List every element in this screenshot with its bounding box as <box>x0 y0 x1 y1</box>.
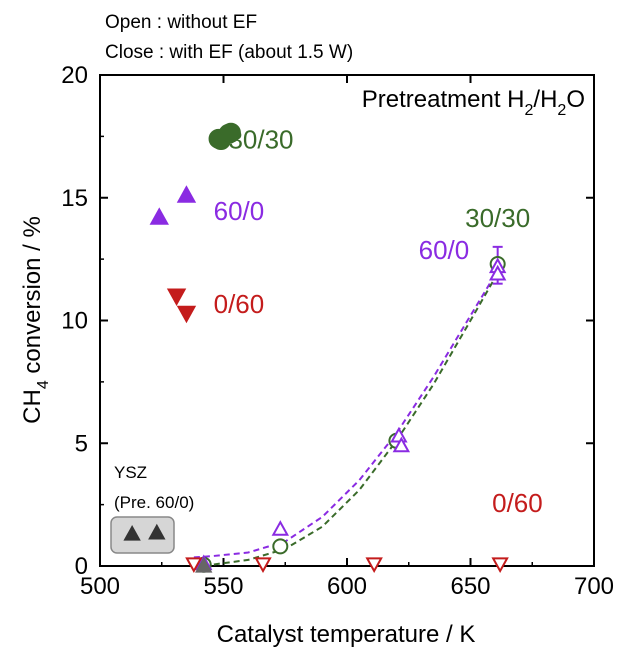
legend-title-main: Pretreatment H <box>362 86 525 113</box>
x-tick-label: 550 <box>203 573 243 600</box>
y-tick-label: 5 <box>75 430 88 457</box>
annotation-label: 30/30 <box>228 125 293 155</box>
note-open: Open : without EF <box>105 12 257 33</box>
data-point-triangle-down <box>166 288 187 307</box>
ysz-box <box>110 516 175 554</box>
legend-title-end: O <box>566 86 585 113</box>
data-point-triangle-up <box>148 523 166 540</box>
ysz-label-line1: YSZ <box>114 463 147 482</box>
legend-title-mid: /H <box>533 86 557 113</box>
data-point-triangle-up <box>123 525 141 541</box>
data-point-triangle-up <box>271 520 290 536</box>
data-point-triangle-down <box>176 305 197 324</box>
data-point-triangle-down <box>491 557 509 574</box>
x-tick-label: 700 <box>574 573 614 600</box>
y-axis-label-rest: conversion / % <box>19 216 46 380</box>
x-tick-label: 650 <box>450 573 490 600</box>
y-tick-label: 20 <box>61 62 88 89</box>
y-axis-label-main: CH <box>19 389 46 424</box>
data-point-triangle-down <box>185 557 203 574</box>
y-tick-label: 15 <box>61 185 88 212</box>
annotation-label: 0/60 <box>214 289 265 319</box>
x-tick-label: 500 <box>80 573 120 600</box>
x-axis-label: Catalyst temperature / K <box>217 621 476 648</box>
y-tick-label: 0 <box>75 553 88 580</box>
legend-title: Pretreatment H2/H2O <box>362 86 585 119</box>
y-axis-label-sub: 4 <box>35 380 52 389</box>
note-close: Close : with EF (about 1.5 W) <box>105 42 353 63</box>
legend-title-sub1: 2 <box>525 102 534 119</box>
data-point-triangle-down <box>365 557 383 574</box>
data-point-triangle-up <box>195 556 213 573</box>
legend-title-sub2: 2 <box>557 102 566 119</box>
annotation-label: 0/60 <box>492 488 543 518</box>
annotation-label: 60/0 <box>419 235 470 265</box>
data-point-triangle-up <box>149 207 169 225</box>
y-tick-label: 10 <box>61 308 88 335</box>
ysz-label-line2: (Pre. 60/0) <box>114 493 194 512</box>
data-point-circle <box>272 538 289 555</box>
y-axis-label: CH4 conversion / % <box>19 216 52 424</box>
fit-curve <box>193 268 501 567</box>
data-point-circle <box>220 122 241 143</box>
annotation-label: 60/0 <box>214 196 265 226</box>
data-point-triangle-up <box>488 264 507 281</box>
annotation-label: 30/30 <box>465 203 530 233</box>
fit-curve <box>193 265 501 559</box>
x-tick-label: 600 <box>327 573 367 600</box>
data-point-triangle-up <box>176 185 197 203</box>
data-point-triangle-up <box>392 436 411 453</box>
data-point-triangle-down <box>254 557 272 574</box>
